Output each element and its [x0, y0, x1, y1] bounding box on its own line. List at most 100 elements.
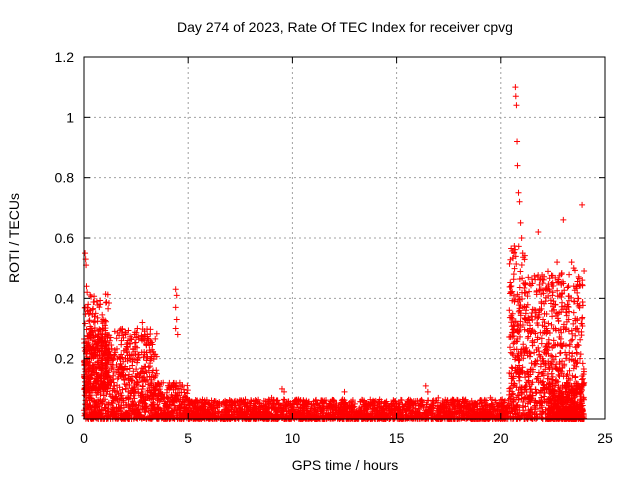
- data-point: [509, 255, 516, 262]
- data-point: [551, 306, 558, 313]
- data-point: [328, 415, 334, 422]
- data-point: [532, 386, 539, 393]
- data-point: [147, 360, 154, 367]
- data-point: [95, 361, 102, 368]
- data-point: [514, 321, 521, 328]
- data-point: [545, 292, 552, 299]
- data-point: [339, 399, 346, 406]
- data-point: [357, 398, 364, 405]
- data-point: [458, 406, 465, 413]
- data-point: [545, 358, 552, 365]
- data-point: [135, 413, 142, 420]
- data-point: [130, 384, 137, 391]
- data-point: [110, 397, 117, 404]
- data-point: [547, 395, 554, 402]
- data-point: [416, 402, 423, 409]
- data-point: [526, 325, 533, 332]
- data-point: [521, 256, 528, 263]
- data-point: [209, 404, 216, 411]
- data-point: [173, 316, 180, 323]
- data-point: [509, 329, 516, 336]
- data-point: [412, 408, 419, 415]
- data-point: [330, 403, 337, 410]
- data-point: [293, 408, 300, 415]
- data-point: [128, 378, 135, 385]
- data-point: [545, 341, 552, 348]
- data-point: [151, 401, 158, 408]
- data-point: [519, 304, 526, 311]
- data-point: [531, 306, 538, 313]
- data-point: [531, 272, 538, 279]
- data-point: [341, 388, 348, 395]
- data-point: [528, 329, 535, 336]
- data-point: [563, 325, 570, 332]
- data-point: [145, 367, 152, 374]
- data-point: [175, 385, 182, 392]
- data-point: [102, 385, 109, 392]
- data-point: [91, 361, 98, 368]
- data-point: [572, 332, 579, 339]
- data-point: [550, 337, 557, 344]
- data-point: [206, 410, 213, 417]
- data-point: [455, 415, 462, 422]
- data-point: [143, 349, 150, 356]
- data-point: [537, 387, 544, 394]
- data-point: [546, 330, 553, 337]
- data-point: [127, 333, 134, 340]
- data-point: [124, 337, 131, 344]
- data-point: [172, 325, 179, 332]
- data-point: [506, 391, 513, 398]
- data-point: [255, 409, 262, 416]
- data-point: [566, 367, 573, 374]
- data-point: [566, 271, 573, 278]
- data-point: [187, 405, 194, 412]
- data-point: [581, 379, 588, 386]
- data-point: [119, 354, 126, 361]
- data-point: [556, 387, 563, 394]
- data-point: [142, 404, 149, 411]
- data-point: [105, 305, 112, 312]
- data-point: [516, 357, 523, 364]
- data-point: [147, 349, 154, 356]
- data-point: [517, 268, 524, 275]
- data-point: [179, 410, 186, 417]
- data-point: [399, 406, 406, 413]
- data-point: [507, 333, 514, 340]
- data-point: [520, 395, 527, 402]
- data-point: [303, 399, 310, 406]
- data-point: [545, 361, 552, 368]
- data-point: [476, 397, 483, 404]
- data-point: [520, 345, 527, 352]
- data-point: [97, 396, 104, 403]
- data-point: [135, 386, 142, 393]
- data-point: [488, 412, 495, 419]
- data-point: [88, 293, 95, 300]
- data-point: [537, 408, 543, 415]
- data-point: [573, 343, 580, 350]
- data-point: [558, 342, 565, 349]
- data-point: [148, 379, 155, 386]
- data-point: [554, 259, 561, 266]
- data-point: [423, 401, 430, 408]
- data-point: [468, 397, 475, 404]
- data-point: [565, 375, 572, 382]
- data-point: [534, 336, 541, 343]
- data-point: [516, 198, 523, 205]
- data-point: [420, 411, 427, 418]
- data-point: [541, 329, 548, 336]
- data-point: [538, 340, 545, 347]
- data-point: [516, 374, 523, 381]
- data-point: [446, 405, 453, 412]
- data-point: [90, 367, 97, 374]
- data-point: [516, 410, 523, 417]
- data-point: [265, 400, 272, 407]
- data-point: [531, 361, 538, 368]
- data-point: [240, 400, 247, 407]
- data-point: [116, 397, 123, 404]
- data-point: [111, 394, 118, 401]
- data-point: [100, 350, 107, 357]
- data-point: [492, 399, 499, 406]
- data-point: [512, 93, 519, 100]
- data-point: [87, 331, 94, 338]
- data-point: [103, 299, 110, 306]
